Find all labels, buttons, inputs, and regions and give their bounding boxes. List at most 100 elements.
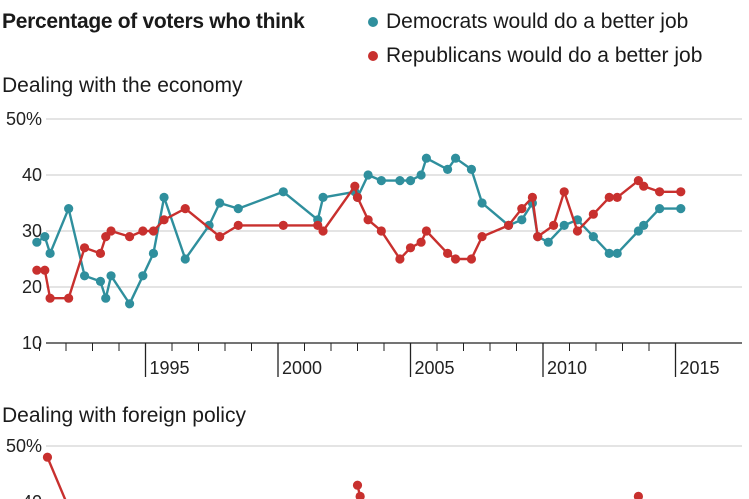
economy-gridlines: 50% 40 30 20 10	[6, 109, 742, 353]
economy-republicans-point	[559, 187, 569, 197]
legend-item-republicans: Republicans would do a better job	[368, 44, 702, 68]
economy-democrats-point	[421, 153, 431, 163]
economy-x-tick-label: 2005	[415, 358, 455, 378]
economy-democrats-point	[655, 204, 665, 214]
economy-republicans-point	[477, 232, 487, 242]
economy-republicans-point	[95, 248, 106, 258]
economy-democrats-point	[443, 164, 453, 174]
economy-y-tick-label: 50%	[6, 109, 42, 129]
economy-democrats-point	[125, 299, 135, 309]
economy-republicans-point	[549, 220, 559, 230]
economy-republicans-point	[443, 248, 453, 258]
economy-republicans-point	[106, 226, 116, 236]
economy-republicans-point	[138, 226, 148, 236]
economy-democrats-point	[138, 271, 148, 281]
economy-republicans-point	[233, 220, 243, 230]
economy-democrats-point	[517, 215, 527, 225]
economy-republicans-point	[125, 232, 135, 242]
economy-republicans-point	[421, 226, 431, 236]
economy-republicans-point	[527, 192, 538, 202]
economy-republicans-point	[215, 232, 225, 242]
economy-republicans-point	[45, 293, 55, 303]
foreign-policy-republicans-point	[633, 491, 643, 499]
economy-republicans-point	[79, 243, 90, 253]
economy-republicans-point	[676, 187, 686, 197]
economy-republicans-point	[466, 254, 477, 264]
economy-democrats-point	[79, 271, 90, 281]
economy-republicans-point	[405, 243, 416, 253]
economy-republicans-point	[604, 192, 614, 202]
economy-democrats-point	[639, 220, 649, 230]
economy-republicans-point	[180, 204, 190, 214]
economy-republicans-point	[572, 226, 583, 236]
economy-x-tick-label: 1995	[150, 358, 190, 378]
economy-democrats-point	[233, 204, 243, 214]
economy-democrats-point	[363, 170, 373, 180]
foreign-policy-y-tick-label: 40	[22, 492, 42, 499]
economy-y-tick-label: 30	[22, 221, 42, 241]
foreign-policy-y-tick-label: 50%	[6, 436, 42, 456]
economy-republicans-point	[503, 220, 514, 230]
economy-republicans-point	[159, 215, 169, 225]
economy-democrats-point	[45, 248, 55, 258]
economy-democrats-point	[450, 153, 461, 163]
foreign-policy-republicans-point	[352, 480, 363, 490]
economy-democrats-point	[95, 276, 106, 286]
economy-republicans-point	[350, 181, 360, 191]
economy-republicans-point	[376, 226, 386, 236]
foreign-policy-series	[42, 452, 643, 499]
economy-x-axis: 1995 2000 2005 2010 2015	[39, 343, 720, 378]
economy-democrats-point	[40, 232, 50, 242]
economy-democrats-point	[543, 237, 553, 247]
economy-republicans-point	[517, 204, 527, 214]
economy-democrats-point	[159, 192, 169, 202]
economy-democrats-point	[559, 220, 569, 230]
economy-democrats-point	[395, 176, 405, 186]
economy-republicans-point	[64, 293, 74, 303]
economy-democrats-point	[64, 204, 74, 214]
legend-label-democrats: Democrats would do a better job	[386, 10, 689, 33]
economy-republicans-point	[318, 226, 328, 236]
economy-democrats-point	[101, 293, 111, 303]
economy-republicans-point	[612, 192, 622, 202]
economy-republicans-point	[533, 232, 543, 242]
economy-y-tick-label: 10	[22, 333, 42, 353]
economy-democrats-point	[32, 237, 42, 247]
foreign-policy-gridlines: 50% 40	[6, 436, 742, 499]
foreign-policy-panel-title: Dealing with foreign policy	[2, 404, 246, 427]
economy-panel-title: Dealing with the economy	[2, 74, 243, 97]
economy-republicans-point	[32, 265, 42, 275]
republicans-legend-dot	[368, 51, 378, 61]
chart-heading: Percentage of voters who think	[2, 10, 305, 33]
economy-democrats-point	[148, 248, 159, 258]
legend-label-republicans: Republicans would do a better job	[386, 44, 703, 67]
economy-democrats-point	[106, 271, 116, 281]
economy-democrats-point	[477, 198, 487, 208]
economy-republicans-point	[40, 265, 50, 275]
economy-democrats-point	[376, 176, 386, 186]
economy-republicans-point	[278, 220, 288, 230]
foreign-policy-republicans-line	[46, 456, 67, 499]
economy-republicans-point	[395, 254, 405, 264]
economy-democrats-point	[612, 248, 622, 258]
economy-democrats-point	[604, 248, 614, 258]
economy-republicans-point	[588, 209, 598, 219]
economy-democrats-point	[278, 187, 288, 197]
economy-republicans-point	[416, 237, 426, 247]
economy-republicans-point	[363, 215, 373, 225]
economy-republicans-point	[639, 181, 649, 191]
democrats-legend-dot	[368, 17, 378, 27]
economy-x-tick-label: 2010	[547, 358, 587, 378]
legend-item-democrats: Democrats would do a better job	[368, 10, 688, 34]
economy-x-tick-label: 2015	[680, 358, 720, 378]
economy-democrats-point	[215, 198, 225, 208]
economy-y-tick-label: 40	[22, 165, 42, 185]
economy-y-tick-label: 20	[22, 277, 42, 297]
economy-republicans-point	[352, 192, 363, 202]
economy-democrats-point	[676, 204, 686, 214]
economy-republicans-point	[655, 187, 665, 197]
economy-x-tick-label: 2000	[282, 358, 322, 378]
economy-democrats-point	[204, 220, 214, 230]
economy-republicans-point	[148, 226, 159, 236]
